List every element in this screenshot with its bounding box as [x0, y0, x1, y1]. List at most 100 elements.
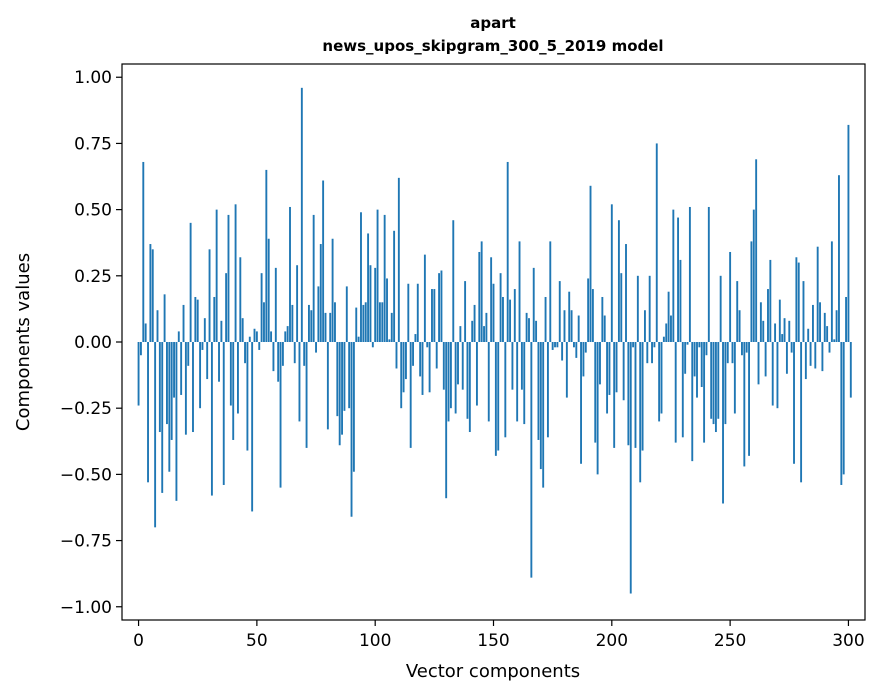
bar — [601, 296, 604, 342]
bar — [279, 342, 282, 488]
bar — [679, 259, 682, 342]
bar — [390, 312, 393, 342]
bar — [648, 275, 651, 342]
bar — [828, 342, 831, 353]
bar — [405, 342, 407, 380]
bar — [748, 342, 750, 456]
bar — [438, 273, 441, 342]
bar — [793, 342, 795, 464]
bar — [797, 262, 800, 342]
bar — [156, 310, 159, 342]
bar — [743, 342, 746, 467]
bar — [187, 342, 190, 366]
bar — [615, 342, 618, 393]
bar — [345, 286, 348, 342]
bar — [445, 342, 448, 499]
bar — [218, 342, 220, 382]
bar — [627, 342, 630, 446]
bar — [341, 342, 343, 435]
bar — [795, 257, 798, 342]
bar — [487, 342, 490, 422]
bar — [528, 318, 530, 342]
bar — [783, 318, 786, 342]
bar — [613, 342, 616, 448]
y-axis: 1.00 0.75 0.50 0.25 0.00 −0.25 −0.50 −0.75 −1.00 — [60, 68, 122, 618]
bar — [357, 336, 360, 342]
bar — [535, 320, 538, 342]
bar — [220, 320, 223, 342]
bar — [807, 328, 810, 342]
bar — [492, 283, 495, 342]
bar — [194, 296, 197, 342]
bar — [170, 342, 173, 440]
bar — [513, 289, 516, 342]
bar — [201, 342, 204, 350]
bar — [781, 334, 784, 342]
bar — [334, 302, 336, 342]
bar — [393, 230, 396, 342]
bar — [222, 342, 225, 485]
y-tick-label: −0.25 — [60, 399, 112, 419]
bar — [485, 312, 488, 342]
bar — [137, 342, 140, 406]
bar — [684, 342, 687, 374]
bar — [291, 304, 294, 342]
bar — [478, 251, 481, 342]
bar — [568, 291, 571, 342]
chart-subtitle: news_upos_skipgram_300_5_2019 model — [322, 37, 663, 55]
bar — [703, 342, 706, 443]
bar — [835, 310, 838, 342]
bar — [665, 323, 668, 342]
bar — [523, 342, 526, 425]
bar — [331, 238, 334, 342]
bar — [838, 175, 840, 342]
bar — [397, 177, 400, 342]
bar — [632, 342, 635, 348]
bar — [509, 299, 512, 342]
bar — [542, 342, 545, 488]
bar — [752, 209, 755, 342]
bar — [693, 342, 696, 377]
bar — [573, 342, 575, 348]
bar — [360, 212, 362, 342]
x-tick-label: 200 — [596, 631, 628, 651]
bar — [464, 281, 467, 342]
bar — [454, 342, 457, 414]
bar — [289, 206, 291, 342]
bar — [812, 304, 814, 342]
bar — [303, 342, 306, 366]
bar — [696, 342, 698, 398]
bar — [502, 296, 504, 342]
bar — [785, 342, 788, 374]
bar — [459, 326, 462, 342]
bar — [317, 286, 320, 342]
bar — [400, 342, 403, 409]
bar — [809, 342, 812, 366]
bar — [833, 339, 836, 342]
bar — [158, 342, 161, 433]
bar — [643, 310, 646, 342]
bar — [319, 244, 322, 342]
bar — [315, 342, 317, 353]
bar — [267, 238, 270, 342]
bar — [329, 312, 332, 342]
bar — [714, 342, 717, 433]
bar — [625, 244, 627, 342]
bar — [241, 318, 244, 342]
bar — [468, 342, 471, 433]
bar — [180, 342, 183, 395]
bar — [570, 310, 573, 342]
bar — [355, 307, 358, 342]
bar — [416, 283, 419, 342]
bar — [584, 342, 587, 353]
bar — [677, 217, 680, 342]
bar — [452, 220, 455, 342]
bar — [144, 323, 147, 342]
bar — [350, 342, 353, 517]
bar — [447, 342, 450, 422]
bar — [712, 342, 715, 425]
bar — [483, 326, 485, 342]
bar — [466, 342, 469, 419]
bar — [653, 342, 656, 348]
bar — [362, 304, 365, 342]
